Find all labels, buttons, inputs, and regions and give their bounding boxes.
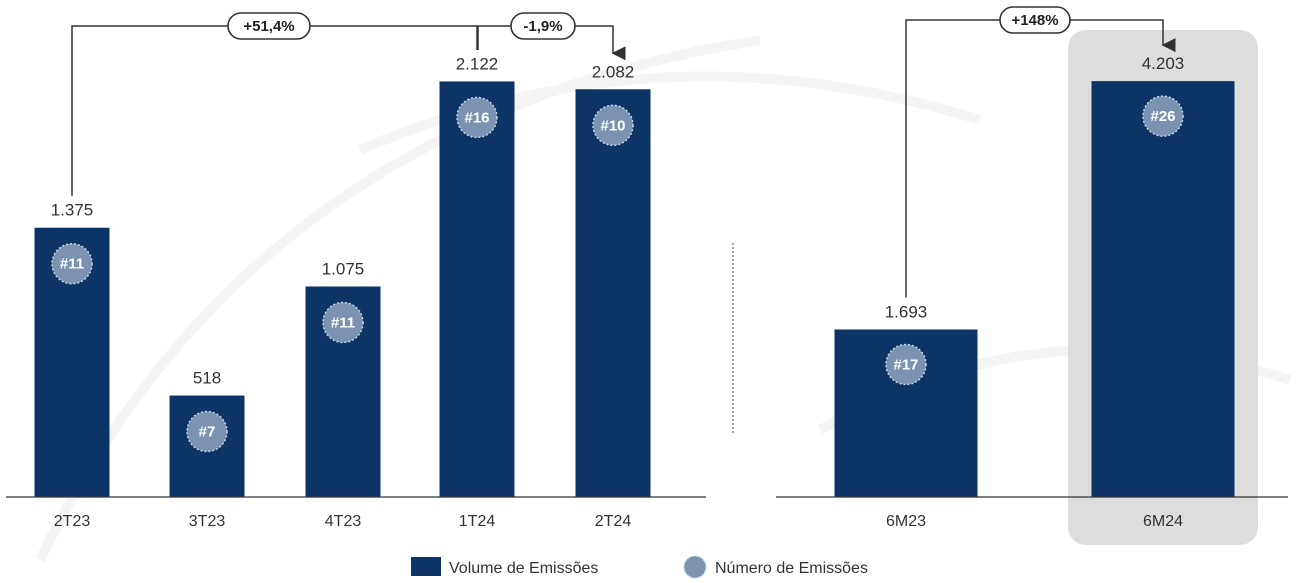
growth-pill-6m23-6m24 xyxy=(999,6,1071,34)
value-label-6m23: 1.693 xyxy=(885,302,928,321)
tick-label-6m24: 6M24 xyxy=(1143,513,1183,530)
count-badge-2t23 xyxy=(51,242,93,285)
legend: Volume de Emissões Número de Emissões xyxy=(411,555,868,579)
legend-swatch-volume xyxy=(411,557,441,576)
labels-layer: 1.375 #11 2T23 518 #7 3T23 1.075 #11 4T23 2.122 #1… xyxy=(51,54,1185,530)
count-label-6m23: #17 xyxy=(893,356,918,373)
connector-layer: +51,4% -1,9% +148% xyxy=(71,6,1176,298)
tick-label-3t23: 3T23 xyxy=(189,513,226,530)
bar-1t24 xyxy=(439,81,515,498)
value-label-6m24: 4.203 xyxy=(1142,54,1185,73)
count-badge-1t24 xyxy=(456,96,498,139)
count-label-3t23: #7 xyxy=(199,424,216,441)
tick-label-2t24: 2T24 xyxy=(595,513,632,530)
count-label-2t24: #10 xyxy=(600,117,625,134)
count-badge-6m24 xyxy=(1142,95,1184,137)
count-badge-6m23 xyxy=(885,343,927,386)
count-label-4t23: #11 xyxy=(331,314,355,331)
legend-swatch-number xyxy=(683,555,707,579)
growth-label-6m23-6m24: +148% xyxy=(1011,12,1058,29)
count-badge-4t23 xyxy=(322,301,364,344)
count-label-6m24: #26 xyxy=(1150,108,1175,125)
growth-pill-2t23-1t24 xyxy=(227,12,311,40)
bars-layer xyxy=(34,81,1235,498)
value-label-1t24: 2.122 xyxy=(456,54,499,73)
bar-6m24 xyxy=(1091,81,1235,498)
growth-label-1t24-2t24: -1,9% xyxy=(523,18,562,35)
tick-label-6m23: 6M23 xyxy=(886,513,926,530)
tick-label-1t24: 1T24 xyxy=(459,513,496,530)
count-label-2t23: #11 xyxy=(60,256,84,273)
growth-connector-2t23-1t24 xyxy=(71,25,478,196)
value-label-3t23: 518 xyxy=(193,369,221,388)
count-label-1t24: #16 xyxy=(464,109,489,126)
legend-label-number: Número de Emissões xyxy=(715,560,868,577)
legend-label-volume: Volume de Emissões xyxy=(449,560,598,577)
growth-pill-1t24-2t24 xyxy=(510,12,576,40)
value-label-4t23: 1.075 xyxy=(322,259,365,278)
tick-label-4t23: 4T23 xyxy=(325,513,362,530)
tick-label-2t23: 2T23 xyxy=(54,513,91,530)
count-badge-3t23 xyxy=(186,410,228,453)
value-label-2t24: 2.082 xyxy=(592,62,635,81)
value-label-2t23: 1.375 xyxy=(51,201,94,220)
count-badge-2t24 xyxy=(592,104,634,147)
growth-label-2t23-1t24: +51,4% xyxy=(243,18,294,35)
bar-2t24 xyxy=(575,89,651,498)
